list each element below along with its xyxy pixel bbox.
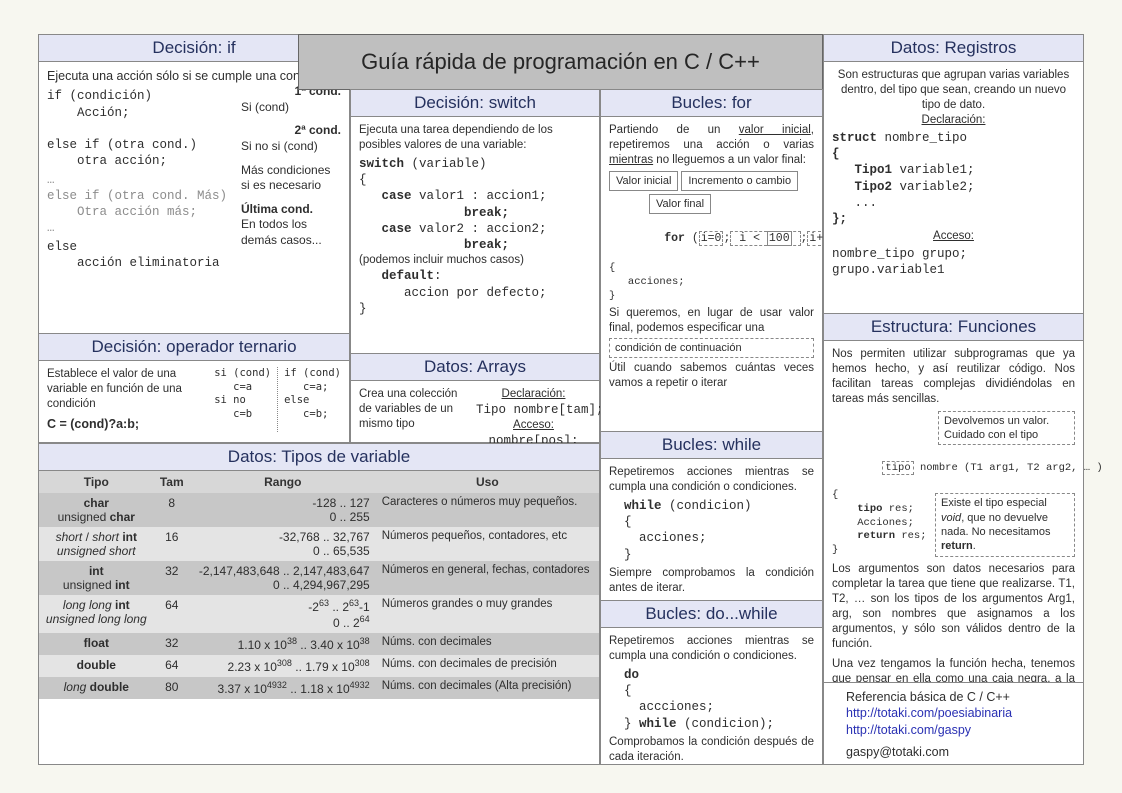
if-r4s: En todos los demás casos... <box>241 217 341 248</box>
if-r2t: 2ª cond. <box>241 123 341 139</box>
if-code-extra: … else if (otra cond. Más) Otra acción m… <box>47 172 241 237</box>
dow-code: do { accciones; } while (condicion); <box>609 667 814 732</box>
ref-link1[interactable]: http://totaki.com/poesiabinaria <box>846 705 1075 721</box>
if-body: Ejecuta una acción sólo si se cumple una… <box>39 62 349 277</box>
while-code: while (condicion) { acciones; } <box>609 498 814 563</box>
while-tail: Siempre comprobamos la condición antes d… <box>609 566 814 596</box>
for-lab3: Valor final <box>649 194 711 214</box>
switch-intro: Ejecuta una tarea dependiendo de los pos… <box>359 123 591 153</box>
struct-acch: Acceso: <box>832 229 1075 244</box>
func-body: { tipo res; Acciones; return res; } <box>832 489 935 557</box>
for-mid: Si queremos, en lugar de usar valor fina… <box>609 306 814 336</box>
dow-tail: Comprobamos la condición después de cada… <box>609 735 814 765</box>
hdr-types: Datos: Tipos de variable <box>39 444 599 471</box>
func-note1: Devolvemos un valor. Cuidado con el tipo <box>938 411 1075 446</box>
hdr-switch: Decisión: switch <box>351 90 599 117</box>
box-title: Guía rápida de programación en C / C++ <box>298 34 823 90</box>
box-tern: Decisión: operador ternario Establece el… <box>38 333 350 443</box>
box-arrays: Datos: Arrays Crea una colección de vari… <box>350 353 600 443</box>
hdr-arrays: Datos: Arrays <box>351 354 599 381</box>
func-note2: Existe el tipo especial void, que no dev… <box>935 493 1075 557</box>
struct-code: struct nombre_tipo { Tipo1 variable1; Ti… <box>832 130 1075 228</box>
box-switch: Decisión: switch Ejecuta una tarea depen… <box>350 89 600 354</box>
struct-intro: Son estructuras que agrupan varias varia… <box>832 68 1075 113</box>
arrays-decl: Tipo nombre[tam]; <box>476 403 604 417</box>
types-col: Rango <box>190 471 376 493</box>
types-col: Tam <box>154 471 190 493</box>
types-col: Tipo <box>39 471 154 493</box>
tern-c2: if (cond) c=a; else c=b; <box>284 367 341 432</box>
types-col: Uso <box>376 471 599 493</box>
switch-code: switch (variable) { case valor1 : accion… <box>359 156 591 254</box>
func-intro: Nos permiten utilizar subprogramas que y… <box>832 347 1075 407</box>
if-r3: Más condiciones si es necesario <box>241 163 341 194</box>
if-intro: Ejecuta una acción sólo si se cumple una… <box>47 68 341 84</box>
for-intro: Partiendo de un valor inicial, repetirem… <box>609 123 814 168</box>
struct-acc: nombre_tipo grupo; grupo.variable1 <box>832 246 1075 279</box>
ref-mail: gaspy@totaki.com <box>846 744 1075 760</box>
func-sig: tipo nombre (T1 arg1, T2 arg2, … ) <box>832 448 1075 489</box>
types-table: TipoTamRangoUso charunsigned char8-128 .… <box>39 471 599 699</box>
switch-code2: default: accion por defecto; } <box>359 268 591 317</box>
box-footer: Referencia básica de C / C++ http://tota… <box>823 682 1084 765</box>
tern-intro: Establece el valor de una variable en fu… <box>47 367 208 412</box>
for-box: condición de continuación <box>609 338 814 358</box>
if-r4t: Última cond. <box>241 202 341 218</box>
if-code-else: else acción eliminatoria <box>47 239 241 272</box>
for-tail: Útil cuando sabemos cuántas veces vamos … <box>609 361 814 391</box>
tern-c1: si (cond) c=a si no c=b <box>214 367 278 432</box>
table-row: charunsigned char8-128 .. 1270 .. 255Car… <box>39 493 599 527</box>
tern-expr: C = (cond)?a:b; <box>47 416 208 432</box>
if-r1s: Si (cond) <box>241 100 341 116</box>
for-cbody: { acciones; } <box>609 262 814 303</box>
table-row: long long intunsigned long long64-263 ..… <box>39 595 599 633</box>
ref-link2[interactable]: http://totaki.com/gaspy <box>846 722 1075 738</box>
if-code-if: if (condición) Acción; else if (otra con… <box>47 88 241 169</box>
box-func: Estructura: Funciones Nos permiten utili… <box>823 313 1084 683</box>
table-row: short / short intunsigned short16-32,768… <box>39 527 599 561</box>
table-row: float321.10 x 1038 .. 3.40 x 1038Núms. c… <box>39 633 599 655</box>
box-dowhile: Bucles: do...while Repetiremos acciones … <box>600 600 823 765</box>
for-lab2: Incremento o cambio <box>681 171 798 191</box>
hdr-for: Bucles: for <box>601 90 822 117</box>
ref-title: Referencia básica de C / C++ <box>846 689 1075 705</box>
box-struct: Datos: Registros Son estructuras que agr… <box>823 34 1084 314</box>
for-lab1: Valor inicial <box>609 171 678 191</box>
arrays-declh: Declaración: <box>502 388 566 400</box>
arrays-acch: Acceso: <box>513 419 554 431</box>
box-while: Bucles: while Repetiremos acciones mient… <box>600 431 823 601</box>
hdr-tern: Decisión: operador ternario <box>39 334 349 361</box>
func-args: Los argumentos son datos necesarios para… <box>832 562 1075 652</box>
hdr-dowhile: Bucles: do...while <box>601 601 822 628</box>
table-row: double642.23 x 10308 .. 1.79 x 10308Núms… <box>39 655 599 677</box>
for-code: for (i=0; i < 100 ;i++) <box>609 217 814 262</box>
switch-mid: (podemos incluir muchos casos) <box>359 253 591 268</box>
struct-declh: Declaración: <box>832 113 1075 128</box>
if-r2s: Si no si (cond) <box>241 139 341 155</box>
table-row: long double803.37 x 104932 .. 1.18 x 104… <box>39 677 599 699</box>
while-intro: Repetiremos acciones mientras se cumpla … <box>609 465 814 495</box>
box-for: Bucles: for Partiendo de un valor inicia… <box>600 89 823 432</box>
hdr-func: Estructura: Funciones <box>824 314 1083 341</box>
dow-intro: Repetiremos acciones mientras se cumpla … <box>609 634 814 664</box>
hdr-while: Bucles: while <box>601 432 822 459</box>
arrays-intro: Crea una colección de variables de un mi… <box>359 387 468 449</box>
table-row: intunsigned int32-2,147,483,648 .. 2,147… <box>39 561 599 595</box>
title: Guía rápida de programación en C / C++ <box>299 35 822 89</box>
hdr-struct: Datos: Registros <box>824 35 1083 62</box>
box-types: Datos: Tipos de variable TipoTamRangoUso… <box>38 443 600 765</box>
